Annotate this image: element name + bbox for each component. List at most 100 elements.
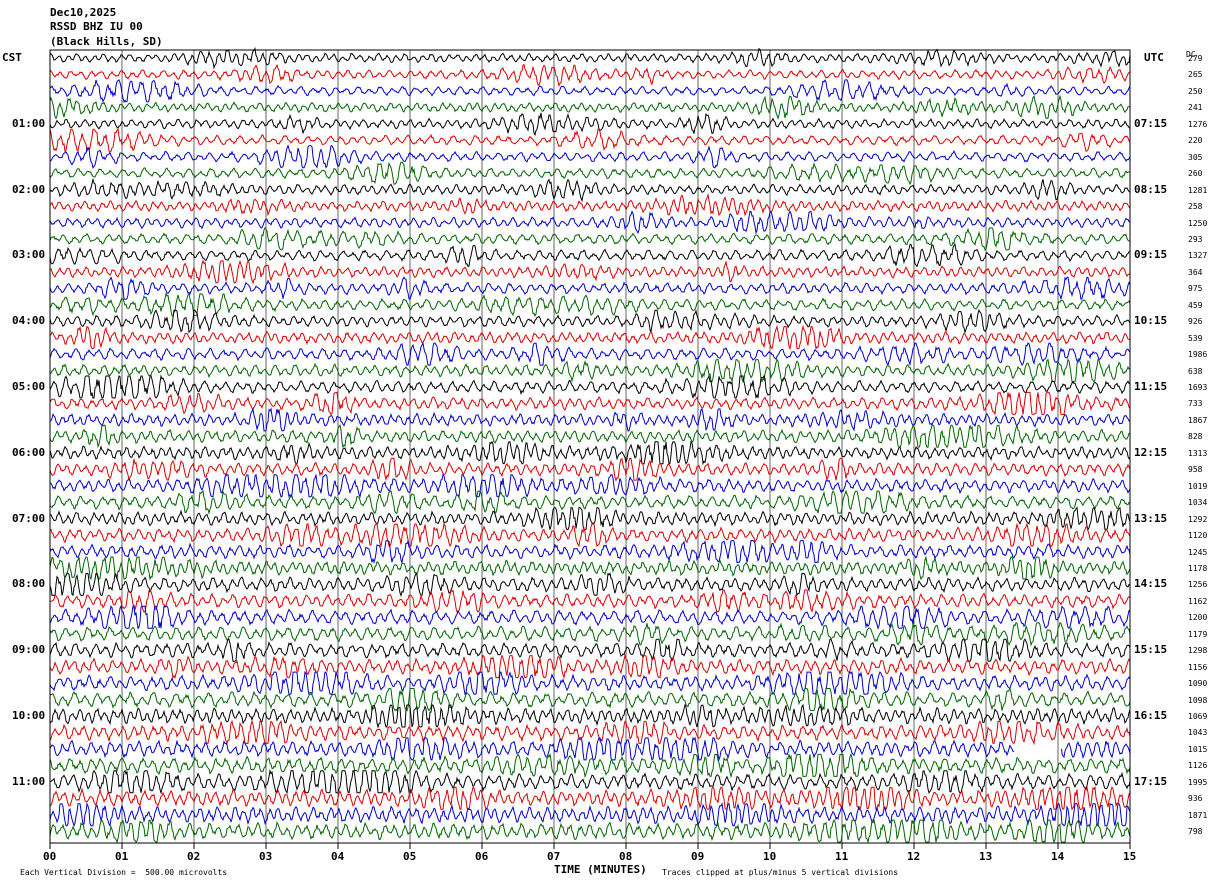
utc-hour-label: 07:15 xyxy=(1134,116,1168,130)
dc-offset-label: 1313 xyxy=(1188,448,1208,458)
x-tick-label: 05 xyxy=(403,850,417,863)
station-label: RSSD BHZ IU 00 xyxy=(50,20,143,33)
dc-offset-label: 958 xyxy=(1188,465,1203,475)
dc-offset-label: 260 xyxy=(1188,169,1203,179)
seismogram-trace-24 xyxy=(49,423,1130,449)
dc-offset-label: 926 xyxy=(1188,317,1203,327)
seismogram-trace-45 xyxy=(49,768,1131,795)
utc-hour-label: 13:15 xyxy=(1134,511,1168,525)
location-label: (Black Hills, SD) xyxy=(50,35,163,48)
cst-hour-label: 07:00 xyxy=(12,511,46,525)
seismogram-trace-10 xyxy=(49,193,1131,217)
dc-offset-label: 1120 xyxy=(1188,531,1208,541)
dc-offset-label: 539 xyxy=(1188,333,1203,343)
seismogram-trace-33 xyxy=(49,572,1131,597)
seismogram-trace-14 xyxy=(49,259,1131,285)
x-tick-label: 08 xyxy=(619,850,633,863)
dc-offset-label: 1015 xyxy=(1188,744,1208,754)
cst-hour-label: 02:00 xyxy=(12,182,46,196)
dc-offset-label: 1281 xyxy=(1188,185,1208,195)
utc-hour-label: 17:15 xyxy=(1134,774,1168,788)
dc-header-label: DC xyxy=(1186,50,1196,59)
dc-offset-label: 798 xyxy=(1188,827,1203,837)
seismogram-trace-25 xyxy=(49,440,1131,466)
dc-offset-label: 1200 xyxy=(1188,613,1208,623)
x-tick-label: 10 xyxy=(763,850,777,863)
seismogram-traces xyxy=(49,47,1131,844)
x-tick-label: 00 xyxy=(43,850,57,863)
dc-offset-label: 459 xyxy=(1188,300,1203,310)
seismogram-trace-15 xyxy=(49,276,1131,301)
seismogram-trace-38 xyxy=(49,653,1131,680)
cst-hour-label: 11:00 xyxy=(12,774,46,788)
seismogram-trace-6 xyxy=(49,128,1131,153)
seismogram-trace-43 xyxy=(49,736,1131,762)
dc-offset-label: 1126 xyxy=(1188,761,1208,771)
x-axis-ticks xyxy=(49,843,1131,849)
dc-offset-label: 1292 xyxy=(1188,514,1208,524)
utc-hour-label: 14:15 xyxy=(1134,577,1168,591)
dc-offset-label: 1298 xyxy=(1188,646,1208,656)
seismogram-trace-37 xyxy=(49,638,1131,663)
utc-hour-label: 11:15 xyxy=(1134,380,1168,393)
right-timezone-label: UTC xyxy=(1144,51,1164,64)
dc-offset-label: 1069 xyxy=(1188,712,1208,721)
x-tick-label: 04 xyxy=(331,850,345,863)
x-tick-label: 09 xyxy=(691,850,705,863)
utc-hour-label: 12:15 xyxy=(1134,445,1168,459)
plot-frame xyxy=(49,49,1131,844)
x-tick-label: 07 xyxy=(547,850,561,863)
seismogram-trace-30 xyxy=(49,522,1131,548)
dc-offset-label: 1043 xyxy=(1188,728,1208,738)
dc-offset-label: 293 xyxy=(1188,234,1203,244)
dc-offset-label: 975 xyxy=(1188,284,1203,294)
utc-hour-label: 16:15 xyxy=(1134,709,1168,722)
seismogram-trace-32 xyxy=(49,555,1131,581)
seismogram-trace-28 xyxy=(49,489,1131,516)
seismogram-trace-23 xyxy=(49,407,1131,432)
seismogram-trace-7 xyxy=(49,144,1131,169)
dc-offset-label: 258 xyxy=(1188,202,1203,212)
dc-offset-label: 1098 xyxy=(1188,695,1208,705)
seismogram-trace-46 xyxy=(49,785,1131,812)
cst-hour-label: 10:00 xyxy=(12,709,46,722)
seismogram-trace-31 xyxy=(49,539,1131,565)
cst-hour-label: 09:00 xyxy=(12,643,46,657)
dc-offset-label: 733 xyxy=(1188,399,1203,409)
x-tick-label: 13 xyxy=(979,850,993,863)
seismogram-trace-20 xyxy=(49,358,1131,384)
seismogram-trace-47 xyxy=(49,802,1131,828)
dc-offset-label: 1162 xyxy=(1188,596,1208,606)
seismogram-trace-44 xyxy=(49,752,1131,779)
dc-offset-label: 220 xyxy=(1188,136,1203,146)
dc-offset-label: 1178 xyxy=(1188,563,1208,573)
seismogram-trace-39 xyxy=(49,670,1131,696)
seismogram-trace-22 xyxy=(49,391,1131,416)
seismogram-trace-13 xyxy=(49,243,1130,268)
seismogram-trace-5 xyxy=(49,112,1131,137)
dc-offset-label: 1871 xyxy=(1188,810,1208,820)
cst-hour-label: 03:00 xyxy=(12,248,46,262)
seismogram-trace-29 xyxy=(50,506,1131,531)
dc-offset-label: 265 xyxy=(1188,70,1203,80)
x-tick-label: 15 xyxy=(1123,850,1137,863)
seismogram-trace-27 xyxy=(49,473,1131,499)
seismogram-trace-8 xyxy=(49,161,1131,186)
seismogram-trace-1 xyxy=(49,47,1131,70)
seismogram-trace-18 xyxy=(49,324,1131,351)
dc-offset-label: 1019 xyxy=(1188,481,1208,491)
dc-offset-label: 305 xyxy=(1188,152,1203,162)
dc-offset-label: 1995 xyxy=(1188,777,1208,787)
seismogram-trace-48 xyxy=(49,818,1131,844)
left-timezone-label: CST xyxy=(2,51,22,64)
x-axis-label: TIME (MINUTES) xyxy=(554,863,647,876)
dc-offset-label: 1256 xyxy=(1188,580,1208,590)
date-label: Dec10,2025 xyxy=(50,6,117,19)
seismogram-trace-36 xyxy=(49,621,1131,647)
utc-hour-label: 15:15 xyxy=(1134,643,1168,657)
x-tick-label: 11 xyxy=(835,850,849,863)
clip-note: Traces clipped at plus/minus 5 vertical … xyxy=(662,868,899,877)
seismogram-trace-17 xyxy=(49,308,1131,335)
dc-offset-label: 1327 xyxy=(1188,251,1208,261)
